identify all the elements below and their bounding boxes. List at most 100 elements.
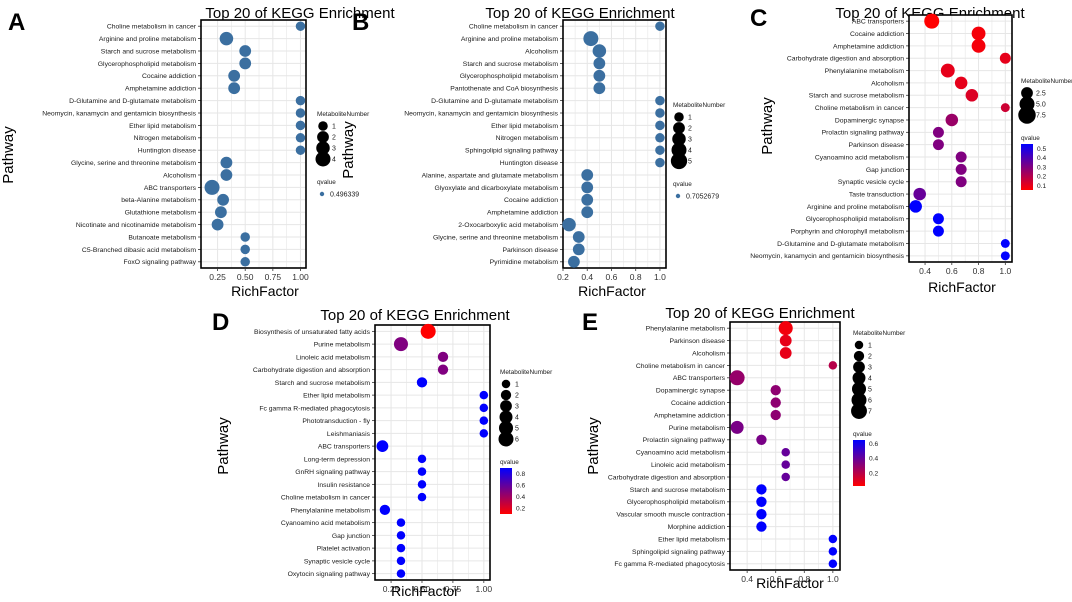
data-point (770, 409, 781, 421)
size-legend-dot (500, 400, 512, 412)
color-legend-title: qvalue (317, 179, 336, 186)
y-axis-title: Pathway (215, 417, 232, 475)
x-tick-label: 1.00 (476, 584, 493, 594)
data-point (568, 255, 580, 268)
data-point (417, 467, 427, 476)
x-tick-label: 0.25 (383, 584, 400, 594)
color-legend-dot (319, 191, 325, 197)
data-point (932, 139, 944, 151)
y-tick-label: Starch and sucrose metabolism (630, 487, 726, 494)
color-legend-bar (853, 440, 865, 486)
size-legend-label: 3 (868, 365, 872, 372)
y-tick-label: D-Glutamine and D-glutamate metabolism (69, 98, 196, 105)
x-tick-label: 0.75 (445, 584, 462, 594)
color-legend-title: qvalue (1021, 135, 1040, 142)
y-tick-label: ABC transporters (673, 375, 726, 382)
y-tick-label: Glyoxylate and dicarboxylate metabolism (434, 185, 558, 192)
y-tick-label: Fc gamma R-mediated phagocytosis (614, 561, 725, 568)
data-point (770, 397, 781, 408)
size-legend-label: 1 (332, 124, 336, 131)
size-legend-dot (316, 141, 330, 155)
x-tick-label: 0.8 (798, 574, 810, 584)
y-tick-label: Cyanoamino acid metabolism (281, 520, 370, 527)
plot-area (730, 322, 840, 570)
y-tick-label: Huntington disease (500, 160, 558, 167)
data-point (924, 13, 940, 29)
y-tick-label: Amphetamine addiction (654, 412, 725, 419)
y-tick-label: Carbohydrate digestion and absorption (787, 56, 904, 63)
data-point (770, 385, 781, 396)
y-tick-label: Prolactin signaling pathway (822, 130, 905, 137)
y-tick-label: FoxO signaling pathway (123, 259, 196, 266)
plot-area (563, 20, 666, 268)
x-axis-title: RichFactor (231, 283, 299, 299)
data-point (239, 57, 252, 70)
y-tick-label: Cocaine addiction (504, 197, 558, 204)
size-legend-dot (671, 142, 687, 158)
y-tick-label: Alcoholism (163, 172, 196, 179)
color-legend-label: 0.2 (1037, 174, 1046, 181)
panel-e: E Top 20 of KEGG Enrichment Phenylalanine … (582, 305, 906, 591)
plot-border (200, 19, 307, 269)
y-tick-label: 2-Oxocarboxylic acid metabolism (458, 222, 558, 229)
panel-letter: E (582, 309, 598, 336)
size-legend-dot (1018, 106, 1036, 124)
y-tick-label: Synaptic vesicle cycle (838, 179, 904, 186)
y-tick-label: Pyrimidine metabolism (490, 259, 559, 266)
data-point (240, 244, 250, 255)
plot-area (375, 325, 490, 580)
y-tick-label: Arginine and proline metabolism (99, 36, 196, 43)
data-point (228, 69, 241, 82)
data-point (581, 206, 594, 219)
x-tick-label: 0.6 (606, 272, 618, 282)
y-tick-label: Purine metabolism (669, 425, 726, 432)
data-point (240, 232, 250, 242)
y-tick-label: Nitrogen metabolism (134, 135, 197, 142)
size-legend-dot (670, 152, 688, 170)
y-tick-label: Purine metabolism (314, 342, 371, 349)
y-tick-label: Biosynthesis of unsaturated fatty acids (254, 329, 371, 336)
plot-border (908, 14, 1013, 263)
size-legend-dot (673, 122, 685, 134)
data-point (219, 31, 234, 46)
data-point (955, 151, 967, 163)
color-legend-label: 0.4 (516, 494, 525, 501)
size-legend-label: 1 (515, 382, 519, 389)
data-point (828, 559, 838, 569)
x-tick-label: 1.00 (292, 272, 309, 282)
data-point (479, 403, 489, 413)
y-tick-label: Parkinson disease (669, 338, 725, 345)
color-legend-bar (500, 468, 512, 514)
y-tick-label: Ether lipid metabolism (491, 123, 558, 130)
size-legend-label: 4 (332, 157, 336, 164)
y-tick-label: Platelet activation (317, 546, 370, 553)
size-legend-label: 2.5 (1036, 91, 1046, 98)
size-legend-title: MetaboliteNumber (317, 111, 370, 118)
y-tick-label: Sphingolipid signaling pathway (632, 549, 726, 556)
plot-area (201, 20, 306, 268)
plot-area (909, 15, 1012, 262)
data-point (730, 420, 744, 434)
color-legend-label: 0.4 (869, 456, 878, 463)
data-point (756, 521, 767, 532)
size-legend-label: 2 (332, 135, 336, 142)
y-tick-label: Glutathione metabolism (125, 210, 197, 217)
size-legend-label: 7.5 (1036, 113, 1046, 120)
size-legend-dot (853, 361, 865, 373)
data-point (572, 243, 585, 256)
color-legend-label: 0.2 (516, 506, 525, 513)
size-legend-dot (853, 350, 865, 362)
data-point (393, 337, 408, 352)
y-tick-label: ABC transporters (144, 185, 197, 192)
y-tick-label: Nitrogen metabolism (496, 135, 559, 142)
data-point (999, 52, 1011, 64)
data-point (215, 206, 227, 219)
data-point (376, 440, 389, 453)
data-point (781, 447, 790, 457)
size-legend-dot (851, 392, 867, 408)
y-tick-label: Starch and sucrose metabolism (275, 380, 371, 387)
y-tick-label: C5-Branched dibasic acid metabolism (82, 247, 196, 254)
data-point (295, 108, 306, 118)
